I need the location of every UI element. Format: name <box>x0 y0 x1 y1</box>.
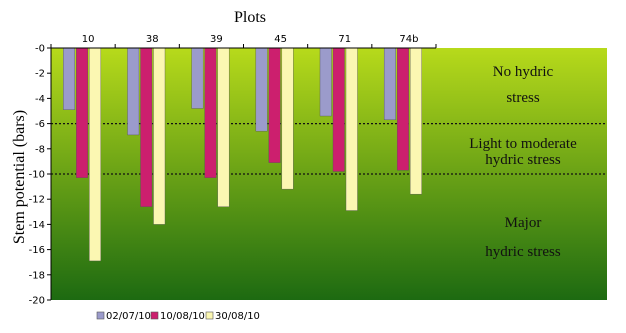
x-tick-label: 39 <box>210 34 223 45</box>
bar-02/07/10-38 <box>127 47 140 136</box>
x-tick-label: 74b <box>399 34 418 45</box>
y-tick-label: -18 <box>29 270 45 281</box>
legend-swatch <box>96 311 105 320</box>
y-tick-label: -20 <box>29 296 45 307</box>
bar-10/08/10-71 <box>332 47 345 172</box>
bar-30/08/10-71 <box>345 47 358 211</box>
y-tick-label: -10 <box>29 170 45 181</box>
bar-30/08/10-10 <box>89 47 102 262</box>
bars <box>63 47 422 262</box>
y-tick-label: -2 <box>35 69 45 80</box>
zone-label: No hydric <box>493 64 554 80</box>
y-tick-label: -14 <box>29 220 45 231</box>
x-tick-label: 38 <box>146 34 159 45</box>
legend-swatch <box>205 311 214 320</box>
y-tick-label: -6 <box>35 119 45 130</box>
bar-10/08/10-10 <box>76 47 89 178</box>
zone-label: Light to moderate <box>469 136 577 152</box>
bar-10/08/10-39 <box>204 47 217 178</box>
chart-title: Plots <box>234 9 266 26</box>
legend-label: 30/08/10 <box>215 311 260 322</box>
bar-10/08/10-45 <box>268 47 281 163</box>
y-axis-title: Stem potential (bars) <box>11 110 28 244</box>
y-tick-label: -8 <box>35 144 45 155</box>
legend-label: 02/07/10 <box>106 311 151 322</box>
bar-02/07/10-45 <box>255 47 268 132</box>
zone-label: hydric stress <box>485 152 561 168</box>
bar-10/08/10-38 <box>140 47 153 207</box>
axes: -0 -2 -4 -6 -8 -10 -12 -14 -16 -18 -20 10 38 39 45 71 74… <box>29 34 437 307</box>
x-tick-label: 10 <box>82 34 95 45</box>
bar-02/07/10-39 <box>191 47 204 109</box>
zone-label: Major <box>505 215 542 231</box>
bar-30/08/10-74b <box>409 47 422 195</box>
zone-label: hydric stress <box>485 244 561 260</box>
legend-swatch <box>150 311 159 320</box>
y-tick-label: -4 <box>35 94 45 105</box>
x-tick-label: 71 <box>338 34 351 45</box>
x-tick-label: 45 <box>274 34 287 45</box>
legend: 02/07/10 10/08/10 30/08/10 <box>96 311 260 322</box>
bar-02/07/10-10 <box>63 47 76 110</box>
bar-02/07/10-71 <box>319 47 332 117</box>
bar-02/07/10-74b <box>383 47 396 121</box>
y-tick-label: -12 <box>29 195 45 206</box>
y-tick-label: -16 <box>29 245 45 256</box>
bar-30/08/10-39 <box>217 47 230 207</box>
legend-label: 10/08/10 <box>160 311 205 322</box>
y-tick-label: -0 <box>35 44 45 55</box>
bar-10/08/10-74b <box>396 47 409 171</box>
bar-30/08/10-45 <box>281 47 294 190</box>
bar-30/08/10-38 <box>153 47 166 225</box>
zone-label: stress <box>506 90 539 106</box>
